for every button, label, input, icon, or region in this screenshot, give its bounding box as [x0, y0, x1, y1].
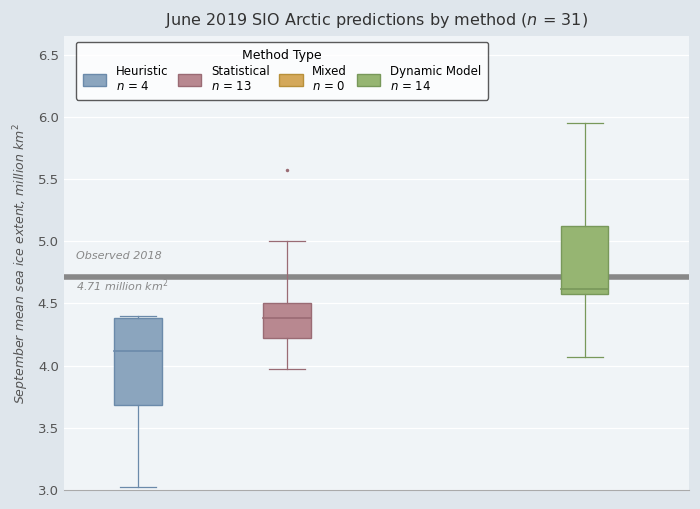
Bar	[114, 318, 162, 405]
Text: 4.71 million $km^2$: 4.71 million $km^2$	[76, 277, 169, 294]
Y-axis label: September mean sea ice extent, million $km^2$: September mean sea ice extent, million $…	[11, 123, 31, 404]
Text: Observed 2018: Observed 2018	[76, 251, 162, 261]
Title: June 2019 SIO Arctic predictions by method ($n$ = 31): June 2019 SIO Arctic predictions by meth…	[164, 11, 588, 30]
Bar	[263, 303, 311, 338]
Legend: Heuristic
$n$ = 4, Statistical
$n$ = 13, Mixed
$n$ = 0, Dynamic Model
$n$ = 14: Heuristic $n$ = 4, Statistical $n$ = 13,…	[76, 42, 488, 100]
Bar	[561, 227, 608, 294]
